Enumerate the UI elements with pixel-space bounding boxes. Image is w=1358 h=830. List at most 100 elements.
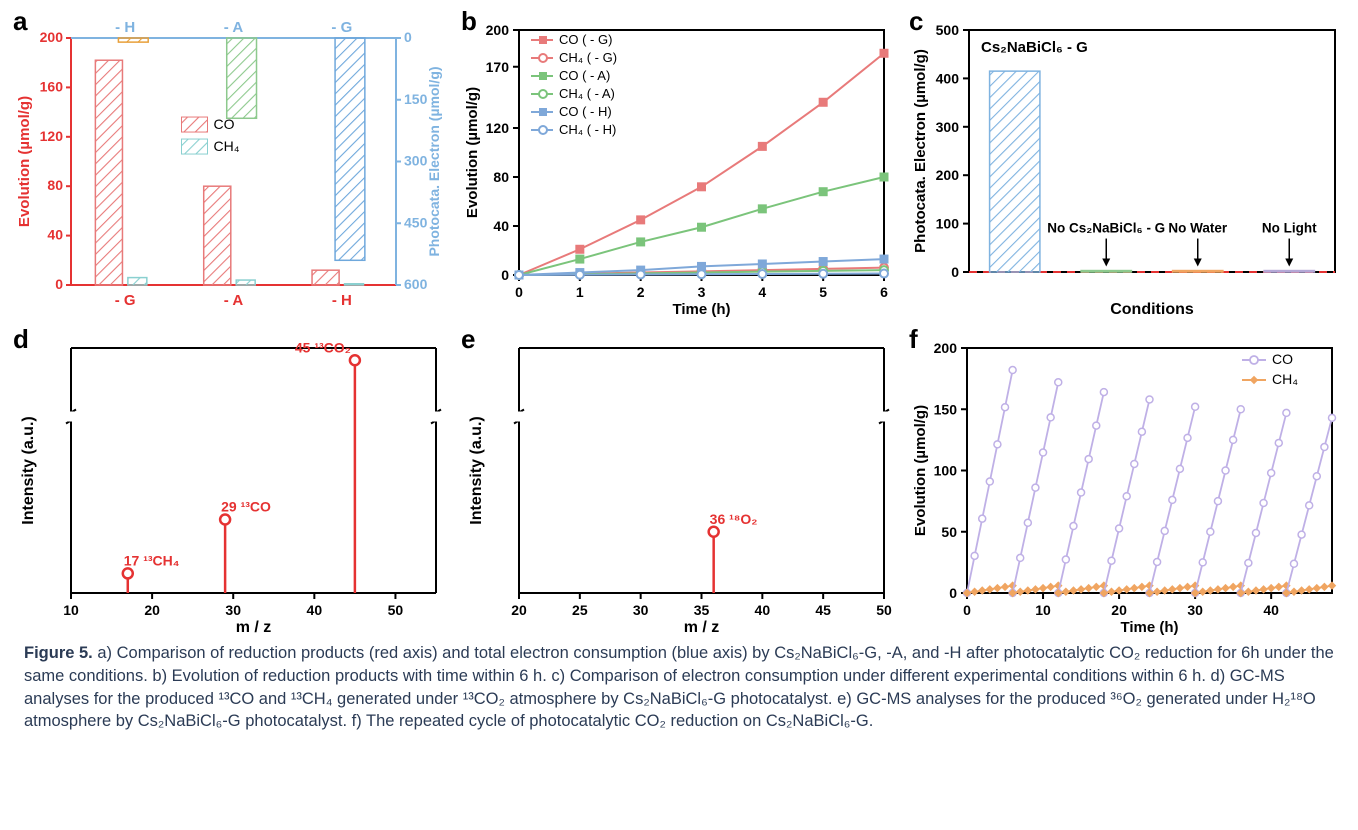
- svg-text:CH₄: CH₄: [214, 138, 240, 154]
- svg-text:40: 40: [493, 218, 509, 234]
- svg-text:40: 40: [755, 602, 771, 618]
- svg-text:100: 100: [934, 463, 958, 479]
- svg-text:CH₄ ( - G): CH₄ ( - G): [559, 50, 617, 65]
- svg-text:20: 20: [511, 602, 527, 618]
- svg-text:40: 40: [1263, 602, 1279, 618]
- figure-label: Figure 5.: [24, 644, 93, 662]
- caption-b: b) Evolution of reduction products with …: [152, 667, 546, 685]
- svg-text:10: 10: [1035, 602, 1051, 618]
- svg-text:500: 500: [936, 22, 960, 38]
- svg-text:45: 45: [815, 602, 831, 618]
- svg-text:120: 120: [40, 128, 64, 144]
- panel-b: b 012345604080120170200Time (h)Evolution…: [459, 10, 899, 320]
- svg-text:m / z: m / z: [236, 619, 272, 636]
- svg-text:45 ¹³CO₂: 45 ¹³CO₂: [295, 339, 351, 355]
- panel-a-chart: 040801201602000150300450600Evolution (µm…: [11, 10, 451, 320]
- svg-text:CH₄ ( - A): CH₄ ( - A): [559, 86, 615, 101]
- svg-text:80: 80: [47, 177, 63, 193]
- svg-text:30: 30: [225, 602, 241, 618]
- svg-text:CH₄: CH₄: [1272, 371, 1298, 387]
- svg-text:160: 160: [40, 78, 64, 94]
- svg-text:CO: CO: [1272, 351, 1293, 367]
- panel-e: e 20253035404550m / zIntensity (a.u.)36 …: [459, 328, 899, 638]
- svg-text:20: 20: [144, 602, 160, 618]
- svg-text:150: 150: [934, 401, 958, 417]
- svg-text:40: 40: [307, 602, 323, 618]
- svg-text:200: 200: [934, 340, 958, 356]
- panel-f-label: f: [909, 324, 918, 355]
- panel-d-label: d: [13, 324, 29, 355]
- svg-text:- G: - G: [115, 292, 136, 309]
- panel-c: c 0100200300400500Photocata. Electron (µ…: [907, 10, 1347, 320]
- svg-text:170: 170: [486, 59, 510, 75]
- svg-text:CO ( - H): CO ( - H): [559, 104, 612, 119]
- svg-text:35: 35: [694, 602, 710, 618]
- svg-text:6: 6: [880, 284, 888, 300]
- svg-text:100: 100: [936, 216, 960, 232]
- svg-text:0: 0: [963, 602, 971, 618]
- svg-text:3: 3: [698, 284, 706, 300]
- svg-text:No Cs₂NaBiCl₆ - G: No Cs₂NaBiCl₆ - G: [1047, 221, 1165, 236]
- svg-text:50: 50: [876, 602, 892, 618]
- svg-text:80: 80: [493, 169, 509, 185]
- svg-text:CH₄ ( - H): CH₄ ( - H): [559, 122, 616, 137]
- svg-text:200: 200: [40, 29, 64, 45]
- svg-text:120: 120: [486, 120, 510, 136]
- svg-text:Evolution (µmol/g): Evolution (µmol/g): [912, 405, 929, 536]
- svg-text:29 ¹³CO: 29 ¹³CO: [221, 499, 271, 515]
- svg-text:50: 50: [941, 524, 957, 540]
- svg-text:450: 450: [404, 214, 428, 230]
- svg-text:- G: - G: [331, 19, 352, 36]
- caption-c: c) Comparison of electron consumption un…: [551, 667, 1206, 685]
- svg-text:600: 600: [404, 276, 428, 292]
- svg-text:0: 0: [951, 264, 959, 280]
- svg-text:Time (h): Time (h): [1120, 619, 1178, 636]
- svg-text:30: 30: [1187, 602, 1203, 618]
- panel-e-chart: 20253035404550m / zIntensity (a.u.)36 ¹⁸…: [459, 328, 899, 638]
- svg-text:No Light: No Light: [1262, 221, 1317, 236]
- svg-text:40: 40: [47, 227, 63, 243]
- svg-text:20: 20: [1111, 602, 1127, 618]
- svg-text:m / z: m / z: [684, 619, 720, 636]
- panel-f: f 010203040050100150200Time (h)Evolution…: [907, 328, 1347, 638]
- svg-text:300: 300: [404, 153, 428, 169]
- svg-text:5: 5: [819, 284, 827, 300]
- svg-text:400: 400: [936, 70, 960, 86]
- svg-text:4: 4: [758, 284, 766, 300]
- svg-text:No Water: No Water: [1168, 221, 1227, 236]
- svg-text:0: 0: [501, 267, 509, 283]
- svg-text:Photocata. Electron (µmol/g): Photocata. Electron (µmol/g): [912, 49, 929, 253]
- svg-text:Intensity (a.u.): Intensity (a.u.): [20, 416, 37, 524]
- svg-text:300: 300: [936, 119, 960, 135]
- svg-text:- H: - H: [332, 292, 352, 309]
- svg-text:CO: CO: [214, 116, 235, 132]
- svg-text:- A: - A: [224, 292, 244, 309]
- panel-a: a 040801201602000150300450600Evolution (…: [11, 10, 451, 320]
- svg-text:Evolution (µmol/g): Evolution (µmol/g): [16, 96, 33, 227]
- svg-text:2: 2: [637, 284, 645, 300]
- svg-text:17 ¹³CH₄: 17 ¹³CH₄: [124, 552, 180, 568]
- panel-d-chart: 1020304050m / zIntensity (a.u.)17 ¹³CH₄2…: [11, 328, 451, 638]
- svg-text:Evolution (µmol/g): Evolution (µmol/g): [464, 87, 481, 218]
- svg-text:- H: - H: [115, 19, 135, 36]
- panel-f-chart: 0 10 20 30 40 0 50 100 150 200 Time (h) Evolution (…: [907, 328, 1347, 638]
- panel-c-label: c: [909, 6, 923, 37]
- svg-text:CO ( - A): CO ( - A): [559, 68, 610, 83]
- svg-text:200: 200: [936, 167, 960, 183]
- svg-text:200: 200: [486, 22, 510, 38]
- svg-text:50: 50: [388, 602, 404, 618]
- panel-e-label: e: [461, 324, 475, 355]
- svg-text:Time (h): Time (h): [672, 301, 730, 318]
- panel-d: d 1020304050m / zIntensity (a.u.)17 ¹³CH…: [11, 328, 451, 638]
- svg-text:CO ( - G): CO ( - G): [559, 32, 612, 47]
- svg-text:Photocata. Electron (µmol/g): Photocata. Electron (µmol/g): [426, 66, 442, 256]
- figure-caption: Figure 5. a) Comparison of reduction pro…: [18, 638, 1340, 733]
- svg-text:150: 150: [404, 91, 428, 107]
- figure-grid: a 040801201602000150300450600Evolution (…: [18, 10, 1340, 638]
- svg-text:0: 0: [949, 585, 957, 601]
- svg-text:Conditions: Conditions: [1110, 301, 1194, 318]
- panel-b-chart: 012345604080120170200Time (h)Evolution (…: [459, 10, 899, 320]
- svg-text:Cs₂NaBiCl₆ - G: Cs₂NaBiCl₆ - G: [981, 39, 1088, 56]
- panel-c-chart: 0 100 200 300 400 500 Photocata. Electron (µmo…: [907, 10, 1347, 320]
- svg-text:0: 0: [404, 29, 412, 45]
